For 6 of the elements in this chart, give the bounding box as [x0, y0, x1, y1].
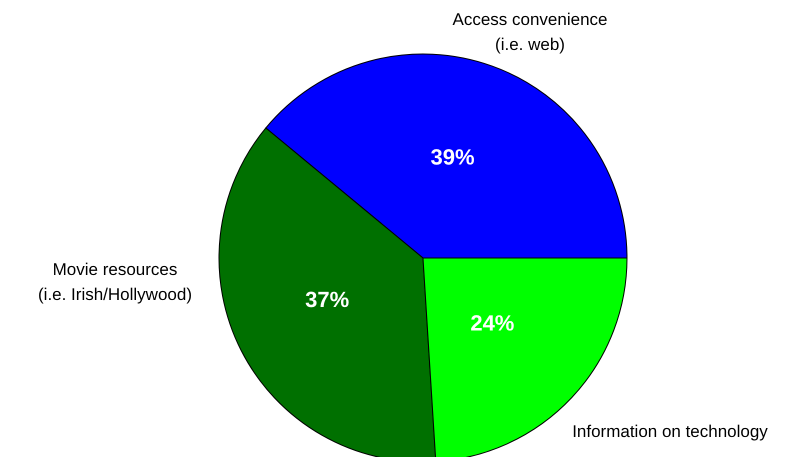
- data-label: 37%: [305, 286, 350, 312]
- slice-label: Information on technology: [572, 422, 768, 441]
- slice-label: Access convenience (i.e. web): [452, 10, 608, 54]
- data-label: 39%: [430, 144, 475, 170]
- slice-label: Movie resources (i.e. Irish/Hollywood): [38, 260, 192, 304]
- data-label: 24%: [470, 310, 514, 336]
